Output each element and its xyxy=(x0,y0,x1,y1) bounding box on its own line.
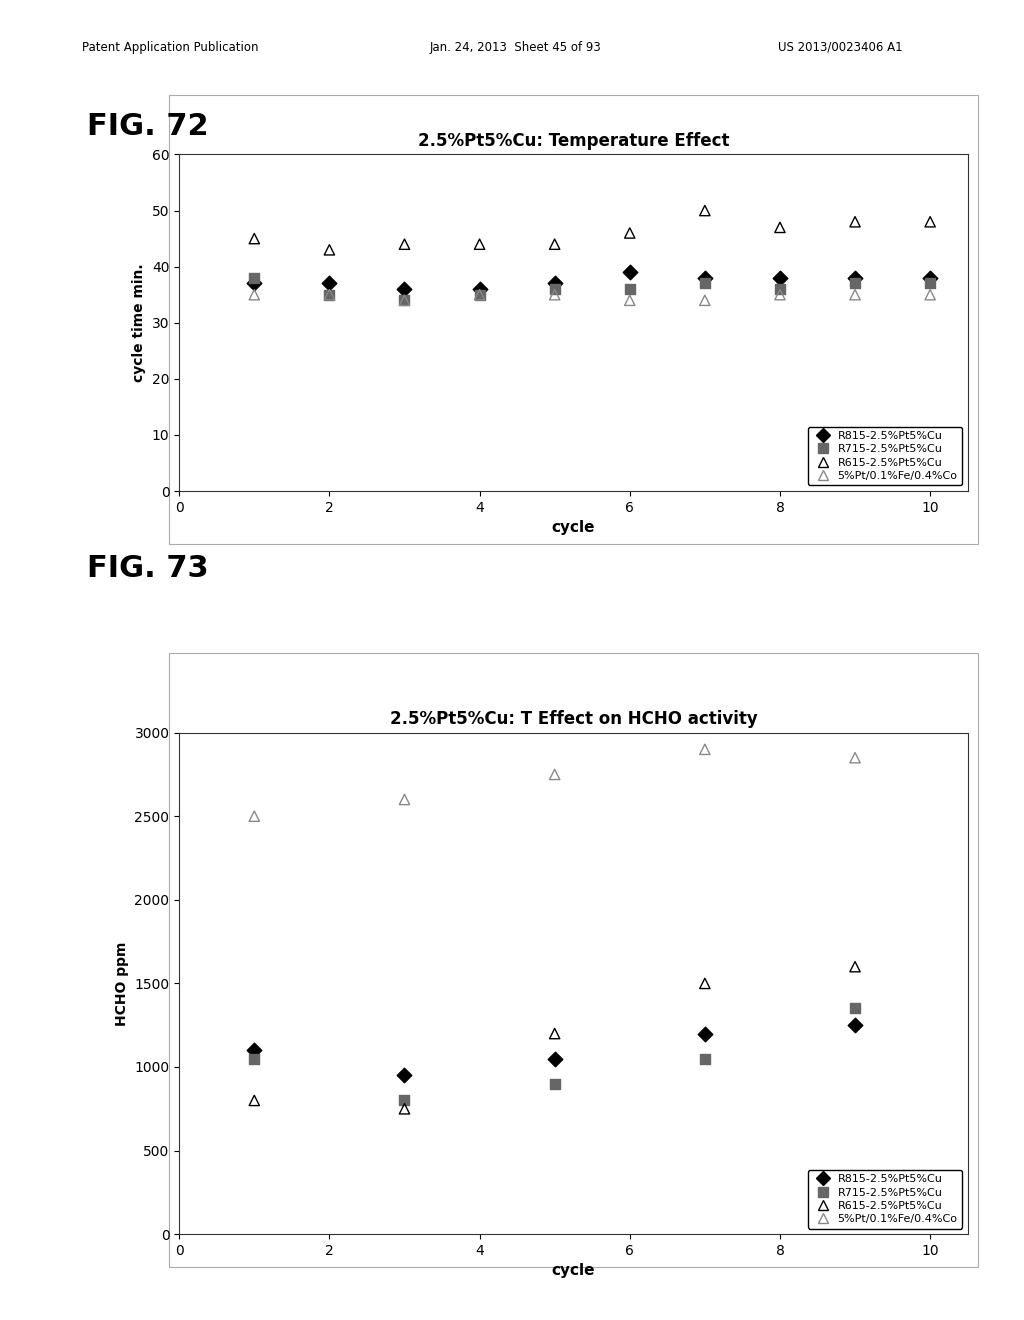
Point xyxy=(847,747,863,768)
Point xyxy=(396,289,413,310)
Point xyxy=(696,1048,713,1069)
Point xyxy=(696,273,713,294)
Y-axis label: HCHO ppm: HCHO ppm xyxy=(115,941,129,1026)
Point xyxy=(547,1073,563,1094)
Point xyxy=(696,289,713,310)
Point xyxy=(246,1090,262,1111)
Point xyxy=(622,222,638,243)
Point xyxy=(246,268,262,289)
Point xyxy=(696,268,713,289)
Point xyxy=(246,284,262,305)
Point xyxy=(246,805,262,826)
Point xyxy=(547,279,563,300)
Point xyxy=(772,279,788,300)
Point xyxy=(922,284,938,305)
Point xyxy=(622,289,638,310)
Text: Patent Application Publication: Patent Application Publication xyxy=(82,41,258,54)
Point xyxy=(396,1065,413,1086)
Point xyxy=(547,284,563,305)
Title: 2.5%Pt5%Cu: T Effect on HCHO activity: 2.5%Pt5%Cu: T Effect on HCHO activity xyxy=(389,710,758,729)
Point xyxy=(922,268,938,289)
X-axis label: cycle: cycle xyxy=(552,520,595,536)
Point xyxy=(547,234,563,255)
Point xyxy=(396,289,413,310)
Point xyxy=(847,211,863,232)
Y-axis label: cycle time min.: cycle time min. xyxy=(132,264,146,381)
Point xyxy=(696,1023,713,1044)
Point xyxy=(322,284,338,305)
Point xyxy=(622,279,638,300)
Point xyxy=(246,228,262,249)
Point xyxy=(847,268,863,289)
Point xyxy=(396,234,413,255)
Point xyxy=(772,284,788,305)
Point xyxy=(547,273,563,294)
Point xyxy=(471,279,487,300)
Point xyxy=(246,1040,262,1061)
Point xyxy=(547,1048,563,1069)
Point xyxy=(547,764,563,785)
Point xyxy=(922,211,938,232)
Text: US 2013/0023406 A1: US 2013/0023406 A1 xyxy=(778,41,903,54)
Title: 2.5%Pt5%Cu: Temperature Effect: 2.5%Pt5%Cu: Temperature Effect xyxy=(418,132,729,150)
Point xyxy=(322,284,338,305)
Point xyxy=(396,279,413,300)
Point xyxy=(847,998,863,1019)
Point xyxy=(396,1090,413,1111)
Point xyxy=(622,261,638,282)
Point xyxy=(246,273,262,294)
Point xyxy=(246,1048,262,1069)
Point xyxy=(847,273,863,294)
Point xyxy=(547,1023,563,1044)
X-axis label: cycle: cycle xyxy=(552,1263,595,1279)
Point xyxy=(696,199,713,220)
Point xyxy=(396,1098,413,1119)
Point xyxy=(471,234,487,255)
Point xyxy=(772,216,788,238)
Text: FIG. 73: FIG. 73 xyxy=(87,554,209,583)
Point xyxy=(772,268,788,289)
Point xyxy=(847,1015,863,1036)
Point xyxy=(847,956,863,977)
Text: FIG. 72: FIG. 72 xyxy=(87,112,209,141)
Point xyxy=(471,284,487,305)
Point xyxy=(696,739,713,760)
Legend: R815-2.5%Pt5%Cu, R715-2.5%Pt5%Cu, R615-2.5%Pt5%Cu, 5%Pt/0.1%Fe/0.4%Co: R815-2.5%Pt5%Cu, R715-2.5%Pt5%Cu, R615-2… xyxy=(808,426,963,486)
Point xyxy=(847,284,863,305)
Point xyxy=(696,973,713,994)
Legend: R815-2.5%Pt5%Cu, R715-2.5%Pt5%Cu, R615-2.5%Pt5%Cu, 5%Pt/0.1%Fe/0.4%Co: R815-2.5%Pt5%Cu, R715-2.5%Pt5%Cu, R615-2… xyxy=(808,1170,963,1229)
Point xyxy=(322,273,338,294)
Point xyxy=(322,239,338,260)
Text: Jan. 24, 2013  Sheet 45 of 93: Jan. 24, 2013 Sheet 45 of 93 xyxy=(430,41,602,54)
Point xyxy=(471,284,487,305)
Point xyxy=(922,273,938,294)
Point xyxy=(396,789,413,810)
